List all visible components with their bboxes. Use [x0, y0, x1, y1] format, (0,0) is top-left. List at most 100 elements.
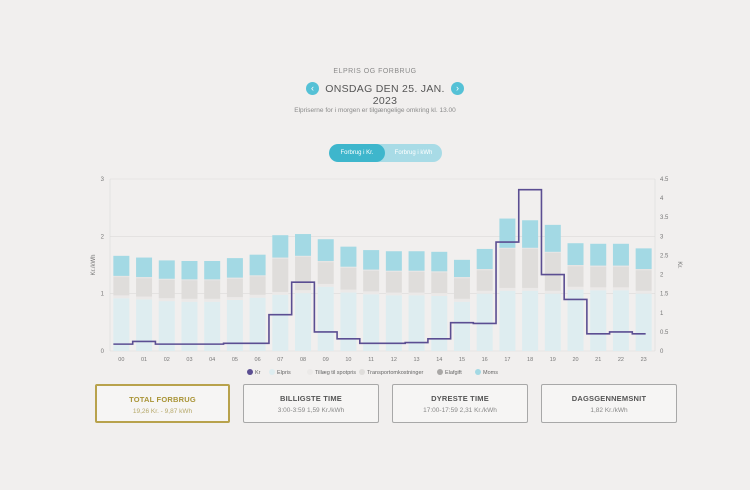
bar-elafgift-16 [476, 269, 493, 271]
x-tick-label: 13 [414, 357, 420, 363]
bar-elafgift-13 [408, 270, 425, 272]
bar-transportomkostninger-14 [431, 272, 448, 294]
legend-marker-1 [269, 369, 275, 375]
bar-elpris-02 [158, 301, 175, 351]
bar-transportomkostninger-02 [158, 279, 175, 299]
summary-cards: TOTAL FORBRUG 19,26 Kr. - 9,87 kWh BILLI… [0, 384, 750, 426]
bar-transportomkostninger-18 [522, 248, 539, 288]
bar-transportomkostninger-13 [408, 271, 425, 293]
bar-transportomkostninger-17 [499, 248, 516, 288]
bar-moms-15 [453, 259, 470, 278]
daily-average-card[interactable]: DAGSGENNEMSNIT 1,82 Kr./kWh [541, 384, 677, 423]
x-tick-label: 20 [572, 357, 578, 363]
bar-elafgift-22 [612, 265, 629, 267]
x-tick-label: 23 [641, 357, 647, 363]
bar-till-g-til-spotpris-10 [340, 289, 357, 293]
toggle-kwh-option[interactable]: Forbrug i kWh [394, 150, 433, 156]
y-right-axis-label: Kr. [676, 261, 682, 269]
x-tick-label: 00 [118, 357, 124, 363]
bar-moms-21 [590, 243, 607, 266]
y-right-tick-label: 3 [660, 234, 664, 240]
bar-elpris-06 [249, 297, 266, 351]
bar-transportomkostninger-01 [136, 278, 153, 297]
x-tick-label: 12 [391, 357, 397, 363]
bar-till-g-til-spotpris-23 [635, 290, 652, 294]
bar-elafgift-19 [544, 251, 561, 253]
bar-elafgift-21 [590, 265, 607, 267]
bar-till-g-til-spotpris-04 [204, 298, 221, 302]
bar-elpris-08 [295, 293, 312, 351]
bar-elpris-20 [567, 289, 584, 351]
card-value: 3:00-3:59 1,59 Kr./kWh [277, 407, 345, 414]
bar-transportomkostninger-12 [385, 271, 402, 293]
bar-moms-03 [181, 260, 198, 280]
bar-elpris-11 [363, 294, 380, 351]
x-tick-label: 03 [186, 357, 192, 363]
x-tick-label: 19 [550, 357, 556, 363]
bar-till-g-til-spotpris-09 [317, 283, 334, 287]
bar-elafgift-05 [226, 277, 243, 279]
bar-till-g-til-spotpris-18 [522, 287, 539, 291]
bar-elafgift-12 [385, 270, 402, 272]
most-expensive-hour-card[interactable]: DYRESTE TIME 17:00-17:59 2,31 Kr./kWh [392, 384, 528, 423]
y-right-tick-label: 1.5 [660, 292, 669, 298]
bar-moms-19 [544, 224, 561, 252]
bar-elafgift-10 [340, 266, 357, 268]
x-tick-label: 21 [595, 357, 601, 363]
bar-till-g-til-spotpris-14 [431, 293, 448, 296]
previous-day-button[interactable]: ‹ [306, 82, 319, 95]
bar-till-g-til-spotpris-08 [295, 290, 312, 294]
legend-marker-2 [307, 369, 313, 375]
y-left-tick-label: 1 [101, 292, 105, 298]
bar-till-g-til-spotpris-21 [590, 287, 607, 291]
bar-elpris-22 [612, 290, 629, 351]
bar-moms-13 [408, 251, 425, 271]
bar-elpris-03 [181, 301, 198, 351]
card-title: TOTAL FORBRUG [129, 395, 196, 404]
next-day-button[interactable]: › [451, 82, 464, 95]
card-title: DAGSGENNEMSNIT [571, 394, 647, 403]
bar-elafgift-03 [181, 279, 198, 281]
legend-label: Kr [255, 370, 261, 376]
y-left-tick-label: 2 [101, 234, 105, 240]
card-title: BILLIGSTE TIME [280, 394, 342, 403]
bar-moms-02 [158, 260, 175, 279]
y-right-tick-label: 1 [660, 311, 664, 317]
bar-elafgift-09 [317, 260, 334, 263]
cheapest-hour-card[interactable]: BILLIGSTE TIME 3:00-3:59 1,59 Kr./kWh [243, 384, 379, 423]
bar-moms-20 [567, 243, 584, 265]
bar-elpris-13 [408, 295, 425, 351]
bar-moms-07 [272, 235, 289, 258]
bar-elpris-23 [635, 293, 652, 351]
legend-label: Transportomkostninger [367, 370, 424, 376]
bar-till-g-til-spotpris-16 [476, 290, 493, 294]
bar-elpris-14 [431, 295, 448, 351]
bar-elpris-05 [226, 299, 243, 351]
bar-transportomkostninger-03 [181, 280, 198, 299]
bar-moms-08 [295, 234, 312, 256]
bar-elpris-09 [317, 286, 334, 351]
bar-till-g-til-spotpris-22 [612, 287, 629, 291]
total-consumption-card[interactable]: TOTAL FORBRUG 19,26 Kr. - 9,87 kWh [95, 384, 230, 423]
y-right-tick-label: 4 [660, 196, 664, 202]
bar-till-g-til-spotpris-17 [499, 287, 516, 291]
bar-transportomkostninger-05 [226, 278, 243, 298]
legend-label: Tillæg til spotpris [315, 370, 356, 376]
bar-moms-01 [136, 257, 153, 278]
card-value: 19,26 Kr. - 9,87 kWh [132, 408, 193, 415]
bar-elafgift-01 [136, 277, 153, 279]
bar-moms-12 [385, 251, 402, 271]
x-tick-label: 05 [232, 357, 238, 363]
x-tick-label: 10 [345, 357, 351, 363]
x-tick-label: 08 [300, 357, 306, 363]
y-right-tick-label: 2 [660, 273, 664, 279]
bar-moms-04 [204, 260, 221, 280]
toggle-kr-option[interactable]: Forbrug i Kr. [329, 144, 385, 162]
bar-elpris-12 [385, 295, 402, 351]
bar-till-g-til-spotpris-20 [567, 286, 584, 290]
legend-label: Elafgift [445, 370, 462, 376]
bar-till-g-til-spotpris-19 [544, 290, 561, 294]
x-tick-label: 06 [255, 357, 261, 363]
bar-till-g-til-spotpris-06 [249, 294, 266, 298]
